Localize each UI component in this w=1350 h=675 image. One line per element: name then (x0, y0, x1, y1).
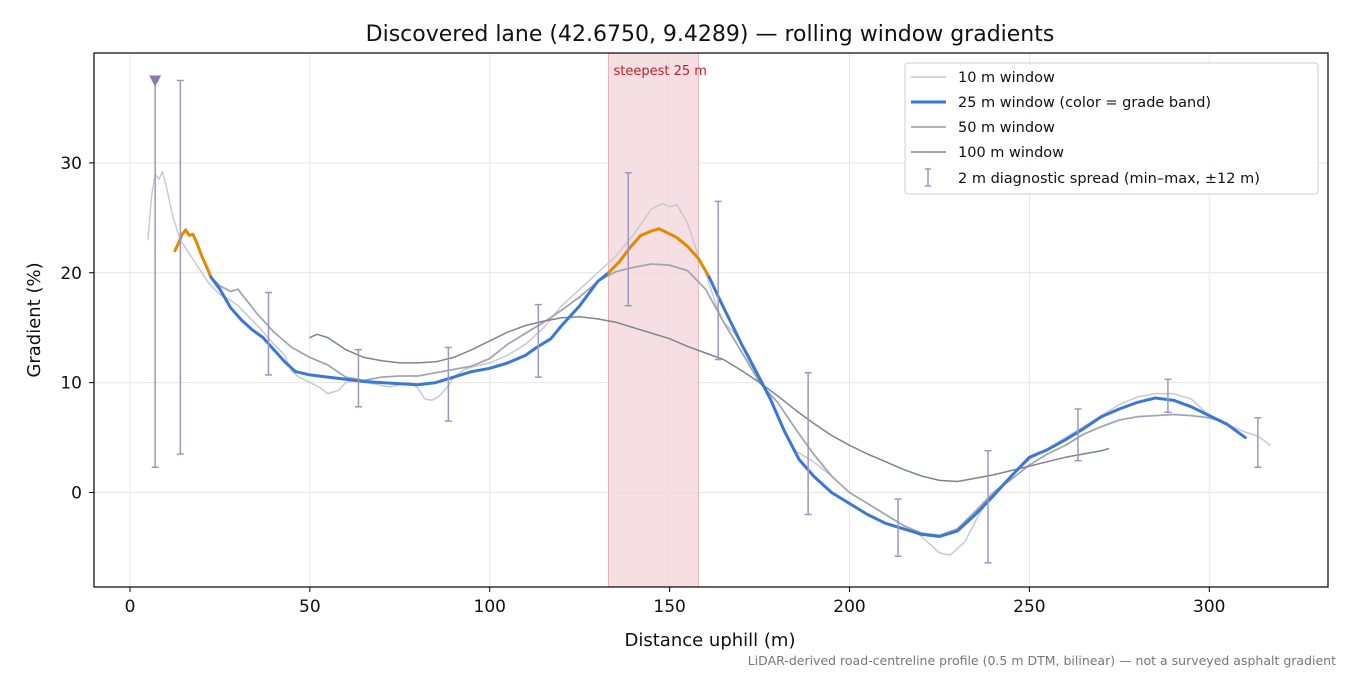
chart-title: Discovered lane (42.6750, 9.4289) — roll… (366, 22, 1055, 47)
error-bar (1164, 378, 1172, 414)
steepest-band-rect (607, 52, 699, 588)
error-bar (151, 79, 159, 468)
error-bars (151, 79, 1262, 564)
legend-swatch-errorbar (925, 168, 931, 187)
error-bar (714, 200, 722, 361)
x-tick-label: 300 (1193, 597, 1225, 617)
series-line-25m-moderate (209, 271, 610, 387)
error-bar (176, 79, 184, 455)
series-line-10m (147, 170, 1272, 556)
steepest-band-label: steepest 25 m (613, 64, 706, 79)
start-marker-triangle (149, 75, 162, 87)
error-bar (354, 348, 362, 408)
x-tick-label: 0 (125, 597, 136, 617)
legend-label-25m: 25 m window (color = grade band) (958, 95, 1211, 111)
x-tick-label: 250 (1013, 597, 1045, 617)
series-line-25m-steep (607, 227, 711, 279)
start-marker (149, 75, 162, 87)
series-line-25m-moderate (707, 275, 1247, 538)
x-tick-label: 200 (833, 597, 865, 617)
series-lines (147, 170, 1272, 556)
y-axis-label: Gradient (%) (24, 262, 45, 377)
x-tick-label: 100 (474, 597, 506, 617)
y-tick-label: 20 (60, 264, 82, 284)
footnote: LiDAR-derived road-centreline profile (0… (748, 653, 1336, 668)
legend: 10 m window 25 m window (color = grade b… (904, 62, 1319, 195)
legend-label-10m: 10 m window (958, 70, 1055, 86)
y-tick-label: 30 (60, 154, 82, 174)
legend-label-errorbar: 2 m diagnostic spread (min–max, ±12 m) (958, 171, 1260, 187)
error-bar (894, 498, 902, 557)
series-line-100m (309, 315, 1110, 483)
x-tick-label: 150 (653, 597, 685, 617)
error-bar (534, 303, 542, 378)
x-axis-label: Distance uphill (m) (625, 630, 796, 651)
steepest-band: steepest 25 m (607, 52, 707, 588)
y-tick-label: 0 (71, 484, 82, 504)
plot-frame (93, 52, 1329, 588)
legend-label-50m: 50 m window (958, 120, 1055, 136)
error-bar (1254, 417, 1262, 468)
error-bar (984, 450, 992, 564)
legend-box (904, 62, 1319, 195)
error-bar (624, 172, 632, 307)
error-bar (804, 371, 812, 516)
x-tick-label: 50 (299, 597, 321, 617)
error-bar (444, 346, 452, 422)
y-tick-label: 10 (60, 374, 82, 394)
error-bar (1074, 408, 1082, 462)
error-bar (264, 291, 272, 376)
legend-label-100m: 100 m window (958, 145, 1064, 161)
axis-ticks: 0 50 100 150 200 250 300 0 10 20 30 (60, 154, 1225, 617)
